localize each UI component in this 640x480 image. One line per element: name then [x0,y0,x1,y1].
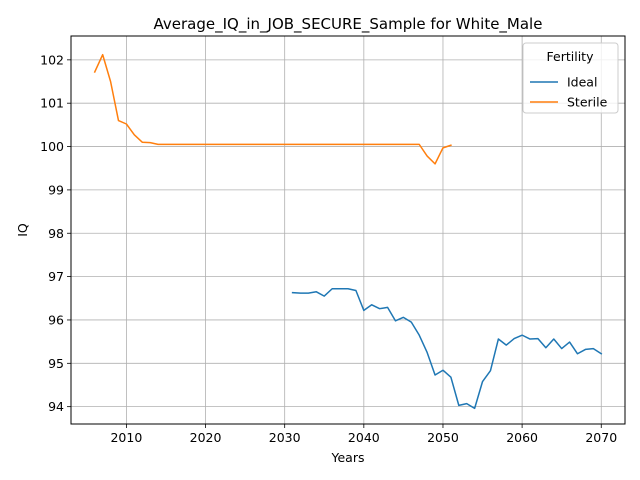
y-axis-label: IQ [15,223,30,237]
legend-box [522,42,619,114]
x-axis-ticks: 2010 2020 2030 2040 2050 2060 2070 [110,424,617,445]
y-tick-label: 102 [40,52,64,67]
legend: Fertility Ideal Sterile [522,42,619,114]
chart-title: Average_IQ_in_JOB_SECURE_Sample for Whit… [154,15,543,34]
y-tick-label: 95 [48,356,64,371]
y-tick-label: 99 [48,182,64,197]
x-tick-label: 2020 [190,430,222,445]
legend-label-sterile: Sterile [567,95,608,110]
series-line-ideal [291,287,603,410]
series-layer [93,53,603,410]
x-tick-label: 2010 [110,430,142,445]
y-tick-label: 96 [48,312,64,327]
x-tick-label: 2030 [269,430,301,445]
x-tick-label: 2060 [506,430,538,445]
plot-frame [70,35,626,425]
x-tick-label: 2040 [348,430,380,445]
x-tick-label: 2050 [427,430,459,445]
legend-items: Ideal Sterile [530,75,608,110]
legend-title: Fertility [547,49,595,64]
y-tick-label: 100 [40,139,64,154]
x-axis-label: Years [331,450,365,465]
grid-lines [71,36,625,424]
series-line-sterile [93,53,452,165]
x-tick-label: 2070 [585,430,617,445]
y-axis-ticks: 94 95 96 97 98 99 100 101 102 [40,52,71,414]
y-tick-label: 97 [48,269,64,284]
y-tick-label: 94 [48,399,64,414]
legend-label-ideal: Ideal [567,75,597,90]
y-tick-label: 101 [40,96,64,111]
y-tick-label: 98 [48,226,64,241]
